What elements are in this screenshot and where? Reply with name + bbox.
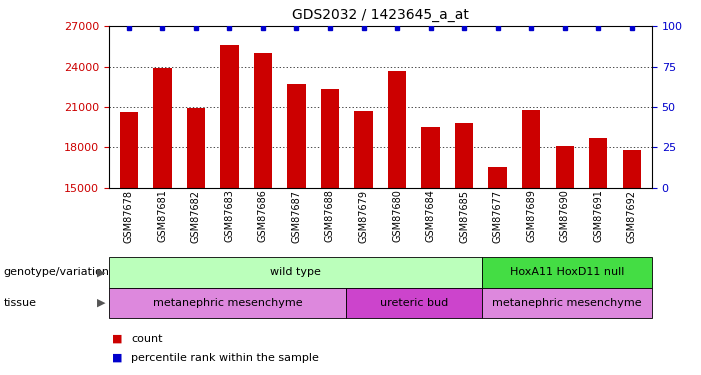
Bar <box>388 70 407 188</box>
Text: GSM87683: GSM87683 <box>224 190 234 243</box>
FancyBboxPatch shape <box>482 257 652 288</box>
FancyBboxPatch shape <box>109 288 346 318</box>
Bar <box>287 84 306 188</box>
Text: GSM87687: GSM87687 <box>292 190 301 243</box>
Text: ■: ■ <box>112 334 123 344</box>
Bar <box>120 112 138 188</box>
Bar <box>321 89 339 188</box>
FancyBboxPatch shape <box>482 288 652 318</box>
Text: GSM87680: GSM87680 <box>392 190 402 243</box>
Text: genotype/variation: genotype/variation <box>4 267 109 277</box>
Title: GDS2032 / 1423645_a_at: GDS2032 / 1423645_a_at <box>292 9 469 22</box>
Text: GSM87690: GSM87690 <box>559 190 570 243</box>
Text: tissue: tissue <box>4 298 36 308</box>
Bar <box>254 53 272 188</box>
Text: wild type: wild type <box>270 267 321 277</box>
Bar <box>354 111 373 188</box>
Text: GSM87686: GSM87686 <box>258 190 268 243</box>
Text: GSM87689: GSM87689 <box>526 190 536 243</box>
Bar <box>489 167 507 188</box>
Bar <box>522 110 540 188</box>
Bar <box>421 127 440 188</box>
Bar <box>555 146 574 188</box>
Text: GSM87685: GSM87685 <box>459 190 469 243</box>
Text: percentile rank within the sample: percentile rank within the sample <box>131 353 319 363</box>
Text: GSM87682: GSM87682 <box>191 190 201 243</box>
Bar <box>153 68 172 188</box>
Text: GSM87678: GSM87678 <box>124 190 134 243</box>
Text: GSM87681: GSM87681 <box>157 190 168 243</box>
Text: GSM87688: GSM87688 <box>325 190 335 243</box>
Text: count: count <box>131 334 163 344</box>
Text: GSM87684: GSM87684 <box>426 190 435 243</box>
FancyBboxPatch shape <box>109 257 482 288</box>
Bar <box>455 123 473 188</box>
Text: GSM87691: GSM87691 <box>593 190 604 243</box>
Text: ■: ■ <box>112 353 123 363</box>
Text: GSM87692: GSM87692 <box>627 190 637 243</box>
Bar <box>622 150 641 188</box>
Bar <box>220 45 238 188</box>
Bar <box>589 138 608 188</box>
Text: metanephric mesenchyme: metanephric mesenchyme <box>492 298 642 308</box>
Text: ▶: ▶ <box>97 267 105 277</box>
Text: metanephric mesenchyme: metanephric mesenchyme <box>153 298 302 308</box>
Text: HoxA11 HoxD11 null: HoxA11 HoxD11 null <box>510 267 624 277</box>
Bar <box>186 108 205 188</box>
FancyBboxPatch shape <box>346 288 482 318</box>
Text: GSM87677: GSM87677 <box>493 190 503 243</box>
Text: ▶: ▶ <box>97 298 105 308</box>
Text: GSM87679: GSM87679 <box>358 190 369 243</box>
Text: ureteric bud: ureteric bud <box>380 298 449 308</box>
